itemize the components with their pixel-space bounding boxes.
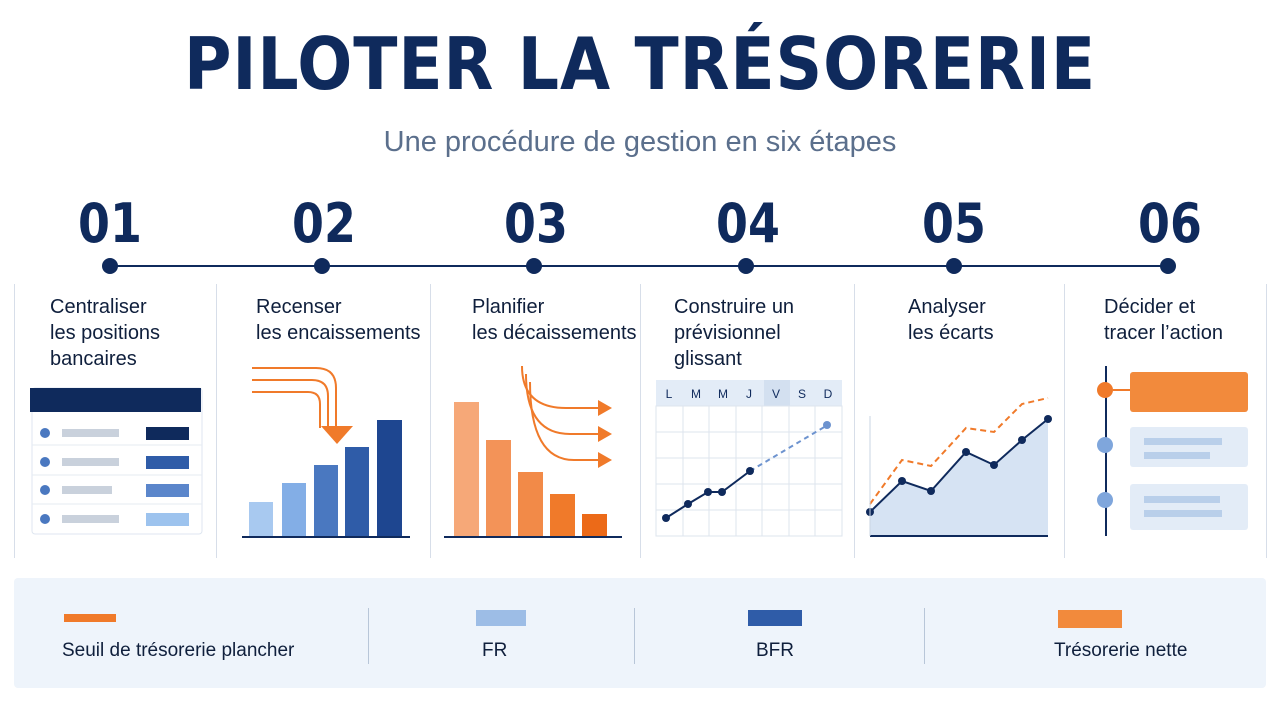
step-title-6: Décider et tracer l’action <box>1104 296 1223 344</box>
step-2: Recenser les encaissements <box>216 280 430 558</box>
step-title-5: Analyser les écarts <box>908 296 994 344</box>
timeline-dot-2 <box>314 258 330 274</box>
calendar-day-label: L <box>666 387 673 401</box>
column-divider <box>854 284 855 558</box>
column-divider <box>1266 284 1267 558</box>
step-number-3: 03 <box>504 192 568 255</box>
legend-label-bfr: BFR <box>756 640 794 661</box>
step-5: Analyser les écarts <box>854 280 1064 558</box>
step-number-5: 05 <box>922 192 986 255</box>
rolling-forecast-icon: L M M J V S D <box>655 380 843 537</box>
legend-separator <box>368 608 369 664</box>
column-divider <box>640 284 641 558</box>
step-title-3: Planifier les décaissements <box>472 296 637 344</box>
page-subtitle: Une procédure de gestion en six étapes <box>383 126 897 158</box>
legend-swatch-seuil <box>64 614 116 622</box>
step-title-1: Centraliser les positions bancaires <box>50 296 161 370</box>
step-title-2: Recenser les encaissements <box>256 296 421 344</box>
bank-table-icon <box>30 387 203 535</box>
step-number-1: 01 <box>78 192 142 255</box>
column-divider <box>14 284 15 558</box>
legend-swatch-fr <box>476 610 526 626</box>
legend-label-seuil: Seuil de trésorerie plancher <box>62 640 295 661</box>
step-number-4: 04 <box>716 192 780 255</box>
calendar-day-label: D <box>824 387 833 401</box>
step-3: Planifier les décaissements <box>430 280 640 558</box>
step-title-4: Construire un prévisionnel glissant <box>674 296 795 370</box>
timeline-dot-4 <box>738 258 754 274</box>
column-divider <box>430 284 431 558</box>
step-1: Centraliser les positions bancaires <box>14 280 216 558</box>
timeline-dot-1 <box>102 258 118 274</box>
step-6: Décider et tracer l’action <box>1064 280 1266 558</box>
legend-separator <box>924 608 925 664</box>
calendar-day-label: J <box>746 387 752 401</box>
timeline-dot-3 <box>526 258 542 274</box>
calendar-day-label: M <box>691 387 701 401</box>
legend-separator <box>634 608 635 664</box>
receipts-chart-icon <box>242 367 410 538</box>
timeline-dot-6 <box>1160 258 1176 274</box>
column-divider <box>1064 284 1065 558</box>
calendar-day-label: S <box>798 387 806 401</box>
step-4: Construire un prévisionnel glissant L M … <box>640 280 854 558</box>
legend-label-tresorerie-nette: Trésorerie nette <box>1054 640 1188 661</box>
column-divider <box>216 284 217 558</box>
calendar-day-label: M <box>718 387 728 401</box>
decision-timeline-icon <box>1097 366 1248 536</box>
legend: Seuil de trésorerie plancher FR BFR Trés… <box>14 578 1266 688</box>
disbursements-chart-icon <box>444 365 622 538</box>
legend-label-fr: FR <box>482 640 508 661</box>
legend-swatch-bfr <box>748 610 802 626</box>
variance-chart-icon <box>866 397 1052 537</box>
step-number-6: 06 <box>1138 192 1202 255</box>
calendar-day-label: V <box>772 387 780 401</box>
timeline-dot-5 <box>946 258 962 274</box>
page-title: PILOTER LA TRÉSORERIE <box>183 22 1097 106</box>
legend-swatch-tresorerie-nette <box>1058 610 1122 628</box>
step-number-2: 02 <box>292 192 356 255</box>
